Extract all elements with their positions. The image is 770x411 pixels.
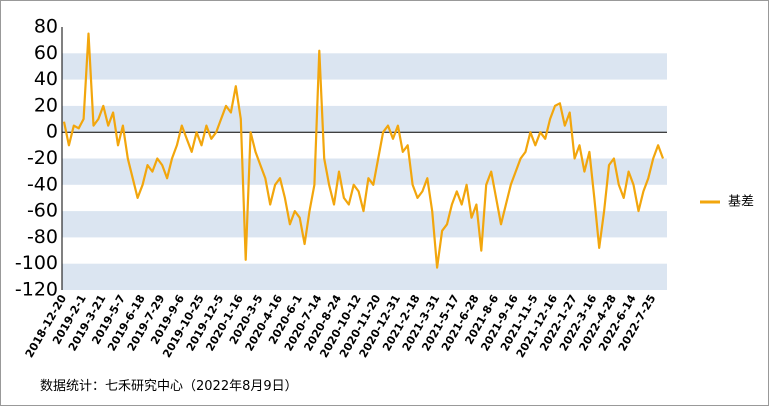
y-tick-label: 40 xyxy=(34,68,58,90)
y-tick-label: -20 xyxy=(27,147,58,169)
y-tick-label: 60 xyxy=(34,42,58,64)
y-tick-label: 20 xyxy=(34,94,58,116)
grid-band xyxy=(62,263,667,290)
grid-band xyxy=(62,211,667,238)
legend-label: 基差 xyxy=(728,195,754,210)
line-series xyxy=(62,32,665,269)
y-tick-label: -120 xyxy=(15,279,58,301)
y-tick-label: -60 xyxy=(27,200,58,222)
y-tick-label: -100 xyxy=(15,252,58,274)
grid-band xyxy=(62,158,667,185)
y-tick-label: 80 xyxy=(34,16,58,38)
y-tick-label: 0 xyxy=(46,121,58,143)
y-tick-label: -80 xyxy=(27,226,58,248)
source: 数据统计：七禾研究中心（2022年8月9日） xyxy=(40,379,298,394)
y-tick-label: -40 xyxy=(27,173,58,195)
grid-band xyxy=(62,53,667,80)
grid-band xyxy=(62,105,667,133)
